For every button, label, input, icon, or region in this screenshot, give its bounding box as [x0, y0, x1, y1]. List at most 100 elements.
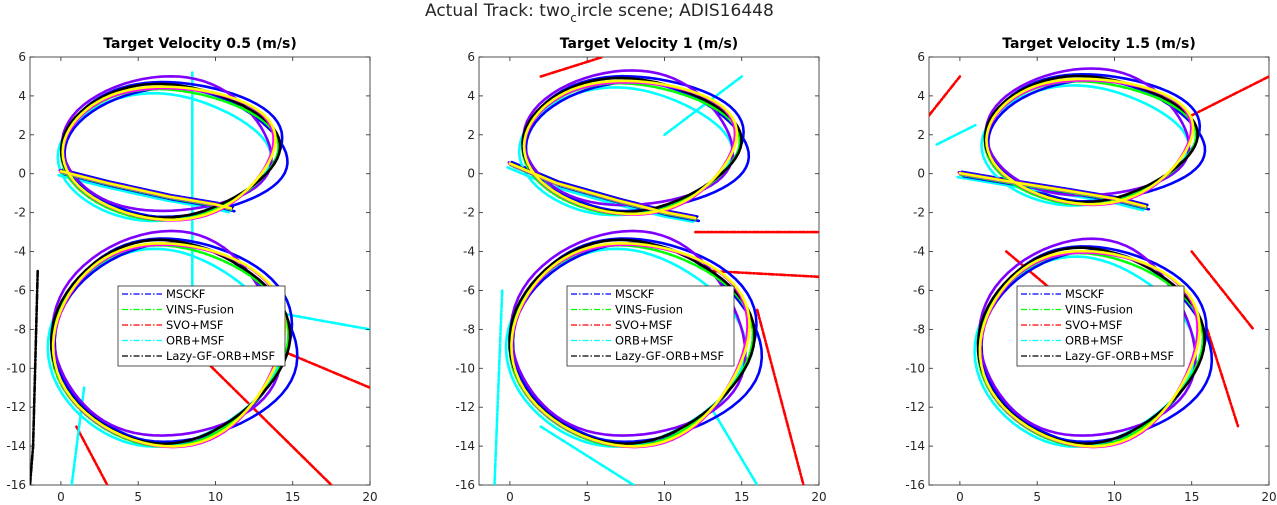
- orb-msf-track-segment: [663, 75, 743, 137]
- y-tick-label: 0: [917, 167, 925, 181]
- y-tick-label: -6: [463, 283, 475, 297]
- y-tick-label: -8: [463, 322, 475, 336]
- legend-box: [1016, 285, 1185, 367]
- x-tick-label: 15: [285, 490, 300, 504]
- track-upper-loop: [61, 85, 277, 222]
- suptitle-subscript: c: [570, 11, 577, 25]
- legend-label: MSCKF: [615, 287, 654, 301]
- y-tick-label: -10: [455, 361, 475, 375]
- x-tick-label: 20: [362, 490, 377, 504]
- panel-title: Target Velocity 1 (m/s): [560, 36, 738, 52]
- legend-label: SVO+MSF: [615, 318, 673, 332]
- legend-label: ORB+MSF: [1065, 334, 1123, 348]
- y-tick-label: 0: [18, 167, 26, 181]
- x-tick-label: 5: [134, 490, 142, 504]
- y-tick-label: 2: [18, 128, 26, 142]
- x-tick-label: 5: [583, 490, 591, 504]
- legend-label: Lazy-GF-ORB+MSF: [1065, 349, 1174, 363]
- legend-box: [117, 285, 286, 367]
- y-tick-label: -4: [463, 245, 475, 259]
- svo-msf-track-segment: [1205, 328, 1240, 428]
- legend-label: Lazy-GF-ORB+MSF: [615, 349, 724, 363]
- suptitle-main: Actual Track: two: [425, 1, 570, 21]
- svo-msf-track-segment: [539, 57, 604, 78]
- y-tick-label: -2: [913, 206, 925, 220]
- suptitle-rest: ircle scene; ADIS16448: [577, 1, 774, 21]
- legend-box: [566, 285, 735, 367]
- svo-msf-track-segment: [929, 75, 962, 117]
- legend-label: SVO+MSF: [166, 318, 224, 332]
- x-tick-label: 20: [1261, 490, 1276, 504]
- x-tick-label: 0: [506, 490, 514, 504]
- orb-msf-track-segment: [709, 405, 759, 485]
- y-tick-label: -16: [905, 478, 925, 492]
- y-tick-label: 4: [467, 89, 475, 103]
- y-tick-label: -10: [905, 361, 925, 375]
- y-tick-label: -14: [905, 439, 925, 453]
- y-tick-label: -14: [455, 439, 475, 453]
- y-tick-label: -12: [905, 400, 925, 414]
- legend-label: MSCKF: [1065, 287, 1104, 301]
- panel-title: Target Velocity 1.5 (m/s): [1002, 36, 1195, 52]
- track-lower-loop: [510, 242, 751, 448]
- y-tick-label: 2: [917, 128, 925, 142]
- y-tick-label: -10: [6, 361, 26, 375]
- y-tick-label: 6: [917, 50, 925, 64]
- y-tick-label: -8: [14, 322, 26, 336]
- y-tick-label: -8: [913, 322, 925, 336]
- orb-msf-track-segment: [493, 289, 504, 485]
- svo-msf-track-segment: [75, 425, 109, 485]
- svo-msf-track-segment: [1190, 75, 1269, 117]
- legend-label: VINS-Fusion: [615, 303, 683, 317]
- y-tick-label: -2: [463, 206, 475, 220]
- legend-label: SVO+MSF: [1065, 318, 1123, 332]
- x-tick-label: 15: [734, 490, 749, 504]
- y-tick-label: -2: [14, 206, 26, 220]
- legend-label: ORB+MSF: [615, 334, 673, 348]
- trajectories: [30, 71, 370, 485]
- track-crossing: [958, 171, 1147, 208]
- orb-msf-track-segment: [935, 123, 977, 146]
- y-tick-label: -12: [6, 400, 26, 414]
- track-lower-loop: [51, 242, 287, 448]
- orb-msf-track-segment: [539, 425, 635, 485]
- x-tick-label: 5: [1033, 490, 1041, 504]
- y-tick-label: -14: [6, 439, 26, 453]
- y-tick-label: 6: [18, 50, 26, 64]
- plot-area: [928, 56, 1270, 486]
- track-lower-loop: [508, 238, 756, 446]
- track-upper-loop: [522, 79, 739, 216]
- y-tick-label: 4: [917, 89, 925, 103]
- y-tick-label: 6: [467, 50, 475, 64]
- y-tick-label: -12: [455, 400, 475, 414]
- y-tick-label: -6: [14, 283, 26, 297]
- y-tick-label: -6: [913, 283, 925, 297]
- x-tick-label: 20: [811, 490, 826, 504]
- legend-label: MSCKF: [166, 287, 205, 301]
- legend-label: ORB+MSF: [166, 334, 224, 348]
- track-lower-loop: [976, 246, 1206, 446]
- y-tick-label: -4: [14, 245, 26, 259]
- track-lower-loop: [49, 238, 292, 446]
- track-crossing: [59, 170, 233, 210]
- panel-title: Target Velocity 0.5 (m/s): [103, 36, 296, 52]
- figure-suptitle: Actual Track: twocircle scene; ADIS16448: [425, 1, 774, 25]
- legend-label: Lazy-GF-ORB+MSF: [166, 349, 275, 363]
- x-tick-label: 0: [57, 490, 65, 504]
- y-tick-label: 4: [18, 89, 26, 103]
- y-tick-label: 0: [467, 167, 475, 181]
- x-tick-label: 0: [956, 490, 964, 504]
- x-tick-label: 10: [1107, 490, 1122, 504]
- y-tick-label: -16: [6, 478, 26, 492]
- y-tick-label: 2: [467, 128, 475, 142]
- svo-msf-track-segment: [755, 308, 805, 485]
- x-tick-label: 15: [1184, 490, 1199, 504]
- track-lower-loop: [978, 249, 1201, 448]
